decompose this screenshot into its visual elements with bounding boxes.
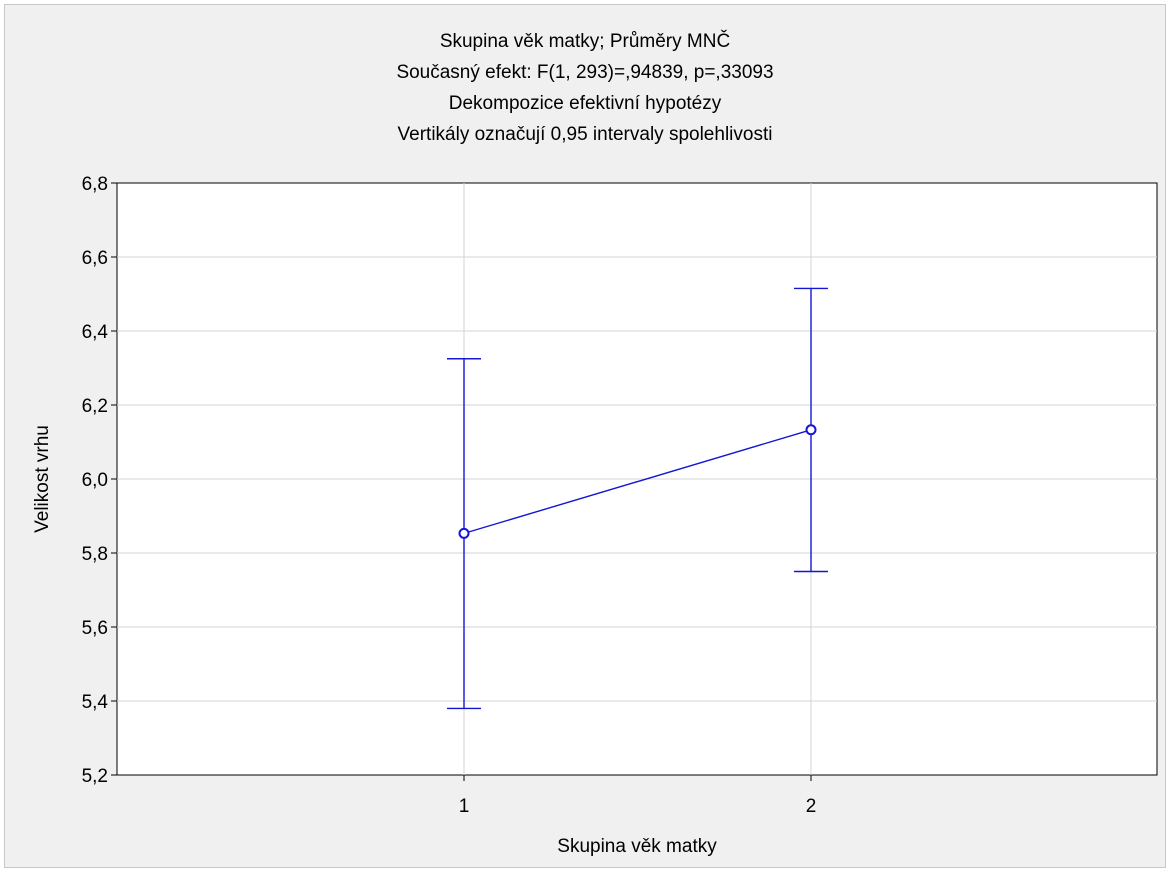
- y-tick-label: 6,8: [82, 174, 108, 195]
- y-tick-label: 5,4: [82, 692, 109, 713]
- data-point: [458, 527, 470, 539]
- y-tick-label: 6,6: [82, 248, 108, 269]
- grid-lines: [117, 183, 1157, 775]
- y-tick-label: 5,2: [82, 766, 108, 787]
- y-tick-label: 6,2: [82, 396, 108, 417]
- chart-titles: Skupina věk matky; Průměry MNČ Současný …: [0, 26, 1170, 150]
- chart-subtitle-1: Současný efekt: F(1, 293)=,94839, p=,330…: [396, 62, 774, 83]
- chart-title: Skupina věk matky; Průměry MNČ: [439, 31, 731, 52]
- series-group: [447, 287, 828, 710]
- x-tick-label: 2: [806, 796, 817, 817]
- data-point: [805, 424, 817, 436]
- y-tick-label: 6,4: [82, 322, 109, 343]
- x-tick-label: 1: [459, 796, 470, 817]
- y-tick-label: 5,8: [82, 544, 108, 565]
- series-line: [463, 429, 812, 535]
- chart-subtitle-3: Vertikály označují 0,95 intervaly spoleh…: [397, 124, 773, 145]
- chart-subtitle-2: Dekompozice efektivní hypotézy: [448, 93, 722, 114]
- y-axis-label: Velikost vrhu: [32, 425, 53, 533]
- y-tick-label: 6,0: [82, 470, 108, 491]
- y-axis-ticks: 5,2 5,4 5,6 5,8 6,0 6,2 6,4 6,6 6,8: [82, 174, 117, 787]
- x-axis-label: Skupina věk matky: [557, 836, 717, 857]
- y-tick-label: 5,6: [82, 618, 108, 639]
